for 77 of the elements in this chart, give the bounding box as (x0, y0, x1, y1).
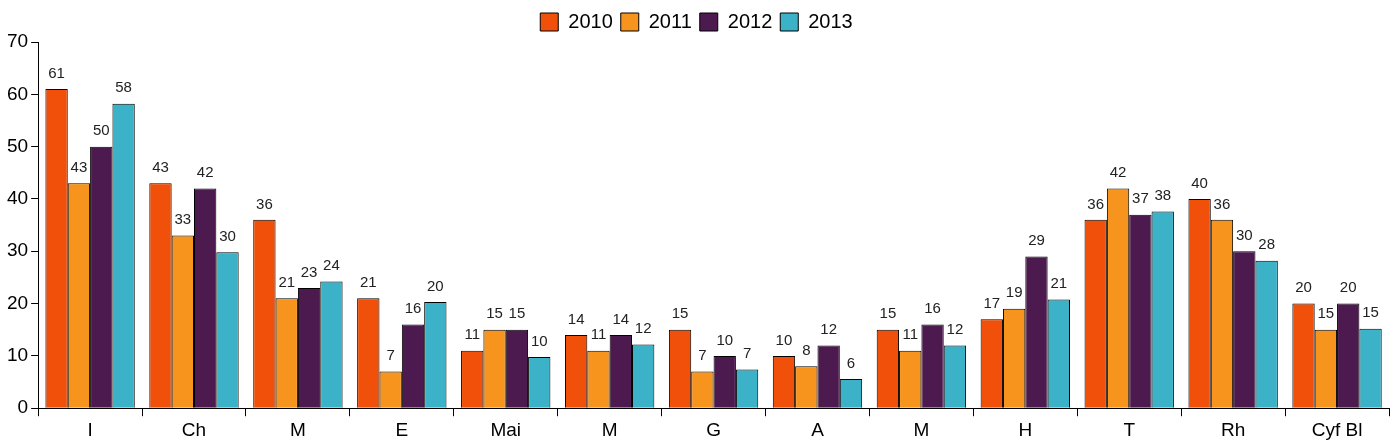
data-label: 17 (983, 293, 1001, 311)
x-tick-label: M (290, 418, 306, 440)
data-label: 30 (1235, 225, 1253, 243)
data-label: 7 (386, 346, 395, 364)
data-label: 42 (196, 163, 214, 181)
data-label: 19 (1005, 283, 1023, 301)
x-tick-label: G (706, 418, 721, 440)
data-label: 21 (1050, 274, 1068, 292)
data-label: 10 (716, 330, 734, 348)
y-tick-label: 0 (17, 396, 29, 418)
legend-label: 2013 (808, 9, 853, 32)
data-label: 8 (802, 340, 811, 358)
y-tick-label: 70 (6, 30, 29, 52)
y-tick-label: 30 (6, 239, 29, 261)
y-tick-label: 10 (6, 344, 29, 366)
data-label: 28 (1258, 235, 1275, 253)
data-label: 15 (1362, 303, 1379, 321)
data-label: 23 (300, 262, 318, 280)
data-label: 20 (1295, 278, 1312, 296)
data-label: 15 (879, 304, 897, 322)
data-label: 7 (698, 346, 707, 364)
x-tick-label: T (1123, 418, 1136, 440)
x-tick-label: Cyf Bl (1311, 418, 1363, 440)
data-label: 43 (70, 157, 88, 175)
data-label: 42 (1109, 163, 1127, 181)
data-label: 7 (742, 344, 752, 362)
data-label: 24 (323, 256, 340, 274)
data-label: 58 (115, 78, 132, 96)
data-label: 21 (278, 272, 296, 290)
data-label: 30 (219, 226, 236, 244)
data-label: 36 (1087, 194, 1105, 212)
data-label: 11 (902, 325, 919, 343)
y-tick-label: 60 (6, 82, 29, 104)
data-label: 16 (924, 299, 941, 317)
legend-label: 2010 (568, 9, 613, 32)
data-label: 21 (359, 272, 377, 290)
x-tick-label: Ch (181, 418, 207, 440)
x-tick-label: M (913, 418, 930, 440)
y-tick-label: 20 (6, 291, 29, 313)
x-tick-label: Mai (490, 418, 522, 440)
data-label: 38 (1154, 186, 1172, 204)
x-tick-label: M (601, 418, 618, 440)
data-label: 10 (530, 331, 548, 349)
x-tick-label: E (395, 418, 409, 440)
y-tick-label: 40 (6, 187, 29, 209)
x-tick-label: A (811, 418, 825, 440)
data-label: 10 (775, 330, 793, 348)
data-label: 36 (256, 194, 273, 212)
data-label: 15 (1317, 304, 1335, 322)
data-label: 12 (634, 319, 652, 337)
data-label: 50 (92, 121, 110, 139)
data-label: 36 (1213, 194, 1231, 212)
data-label: 12 (820, 320, 837, 338)
data-label: 20 (1339, 278, 1357, 296)
data-label: 12 (946, 320, 964, 338)
y-tick-label: 50 (6, 134, 29, 156)
data-label: 29 (1028, 231, 1045, 249)
data-label: 43 (152, 157, 169, 175)
data-label: 61 (48, 63, 65, 81)
data-label: 15 (486, 304, 503, 322)
data-label: 11 (590, 325, 607, 343)
data-label: 14 (612, 309, 630, 327)
data-label: 15 (508, 304, 526, 322)
x-tick-label: H (1018, 418, 1033, 440)
x-tick-label: I (87, 418, 93, 440)
data-label: 14 (567, 309, 585, 327)
data-label: 6 (846, 353, 856, 371)
data-label: 20 (427, 276, 444, 294)
data-label: 11 (464, 325, 481, 343)
data-label: 15 (671, 304, 689, 322)
data-label: 33 (174, 210, 192, 228)
data-label: 40 (1191, 173, 1208, 191)
data-label: 37 (1132, 189, 1149, 207)
x-tick-label: Rh (1220, 418, 1246, 440)
legend-label: 2011 (648, 9, 692, 32)
legend-label: 2012 (727, 9, 773, 32)
data-label: 16 (404, 299, 422, 317)
